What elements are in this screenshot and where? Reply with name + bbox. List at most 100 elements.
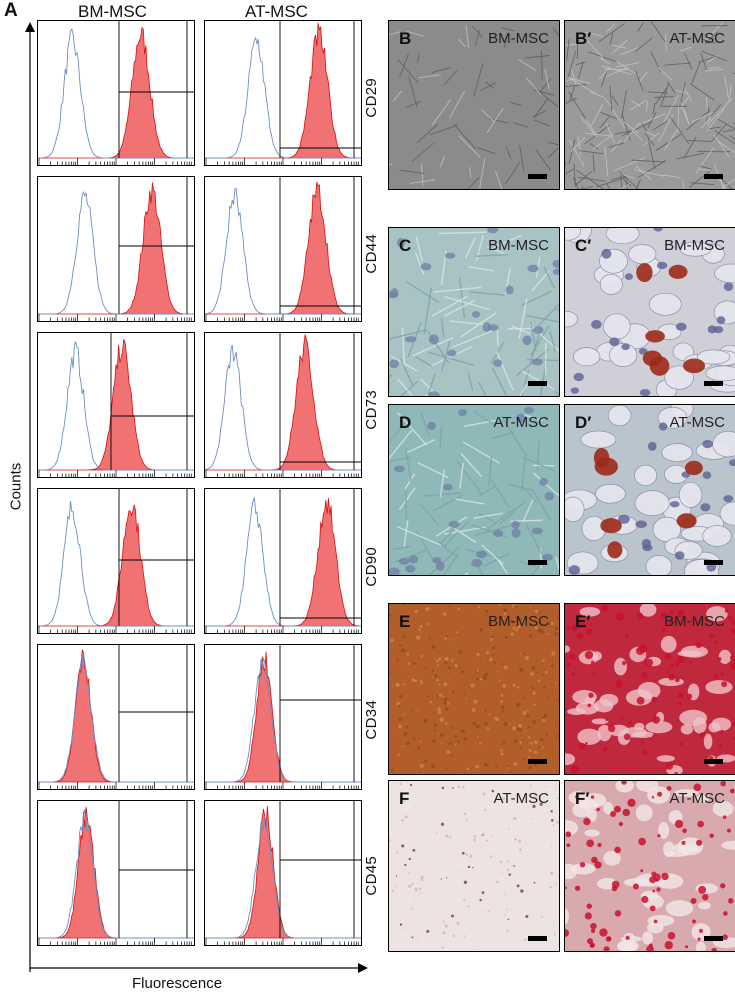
histogram-bm-cd90 [37,488,195,634]
scale-bar [528,759,547,764]
scale-bar [528,560,547,565]
gate-marker [110,333,194,470]
panel-letter: F′ [575,789,590,808]
isotype-histogram [38,808,194,939]
histogram-bm-cd34 [37,644,195,790]
cell-type-label: BM-MSC [664,613,725,630]
micrograph-texture [565,405,735,575]
histogram-bm-cd73 [37,332,195,478]
scale-bar [704,759,723,764]
micrograph-texture [389,406,559,575]
histogram-at-cd45 [204,800,362,946]
micrograph-texture [389,782,559,951]
gate-marker [118,21,194,158]
marker-label-cd45: CD45 [363,856,380,896]
isotype-histogram [205,658,361,783]
x-axis-ticks [38,782,192,789]
panel-letter: E′ [575,612,591,631]
marker-label-cd90: CD90 [363,547,380,587]
panel-letter: D [399,413,412,432]
isotype-histogram [205,36,361,159]
histogram-bm-cd29 [37,20,195,166]
cell-type-label: AT-MSC [493,414,549,431]
column-title-bm-msc: BM-MSC [78,2,147,21]
panel-letter: C [399,236,412,255]
gate-marker [279,333,361,470]
cell-type-label: BM-MSC [664,237,725,254]
x-axis-ticks [38,158,192,165]
cell-type-label: BM-MSC [488,237,549,254]
micrograph-texture [565,21,735,189]
scale-bar [528,936,547,941]
cell-type-label: AT-MSC [669,414,725,431]
scale-bar [704,560,723,565]
panel-a-letter: A [4,0,18,21]
gate-marker [279,645,361,782]
panel-letter: C′ [575,236,592,255]
x-axis-ticks [205,158,359,165]
gate-marker [279,489,361,626]
cell-type-label: AT-MSC [669,30,725,47]
micrograph-e-prime: E′ BM-MSC [564,603,735,775]
cell-type-label: AT-MSC [493,790,549,807]
micrograph-e: E BM-MSC [388,603,560,775]
histogram-at-cd29 [204,20,362,166]
histogram-at-cd44 [204,176,362,322]
panel-letter: B [399,29,412,48]
x-axis-ticks [205,938,359,945]
x-axis-label-fluorescence: Fluorescence [132,975,223,992]
x-axis-ticks [205,314,359,321]
micrograph-f: F AT-MSC [388,780,560,952]
histogram-at-cd90 [204,488,362,634]
x-axis-arrow [30,963,368,973]
marker-label-cd29: CD29 [363,78,380,118]
micrograph-c-prime: C′ BM-MSC [564,227,735,397]
x-axis-ticks [38,938,192,945]
micrograph-texture [565,228,735,396]
scale-bar [704,381,723,386]
histogram-at-cd73 [204,332,362,478]
panel-letter: D′ [575,413,592,432]
histogram-at-cd34 [204,644,362,790]
isotype-histogram [38,190,194,315]
marker-histogram [38,26,194,159]
marker-label-cd34: CD34 [363,700,380,740]
y-axis-arrow [25,22,35,972]
x-axis-ticks [38,314,192,321]
panel-letter: F [399,789,410,808]
marker-label-cd73: CD73 [363,390,380,430]
micrograph-d-prime: D′ AT-MSC [564,404,735,576]
panel-letter: B′ [575,29,592,48]
gate-marker [279,21,361,158]
panel-letter: E [399,612,411,631]
cell-type-label: BM-MSC [488,613,549,630]
scale-bar [704,174,723,179]
gate-marker [118,489,194,626]
micrograph-b-prime: B′ AT-MSC [564,20,735,190]
x-axis-ticks [205,782,359,789]
column-title-at-msc: AT-MSC [245,2,308,21]
y-axis-label-counts: Counts [7,462,25,511]
marker-label-cd44: CD44 [363,234,380,274]
micrograph-f-prime: F′ AT-MSC [564,780,735,952]
gate-marker [279,177,361,314]
micrograph-d: D AT-MSC [388,404,560,576]
micrograph-texture [565,781,735,951]
cell-type-label: AT-MSC [669,790,725,807]
micrograph-c: C BM-MSC [388,227,560,397]
cell-type-label: BM-MSC [488,30,549,47]
micrograph-b: B BM-MSC [388,20,560,190]
marker-histogram [205,22,361,159]
isotype-histogram [205,497,361,627]
gate-marker [118,801,194,938]
micrograph-texture [389,25,559,189]
x-axis-ticks [38,626,192,633]
scale-bar [528,381,547,386]
gate-marker [118,645,194,782]
micrograph-texture [389,604,559,774]
scale-bar [704,936,723,941]
micrograph-texture [565,604,735,774]
x-axis-ticks [205,626,359,633]
x-axis-ticks [38,470,192,477]
histogram-bm-cd45 [37,800,195,946]
